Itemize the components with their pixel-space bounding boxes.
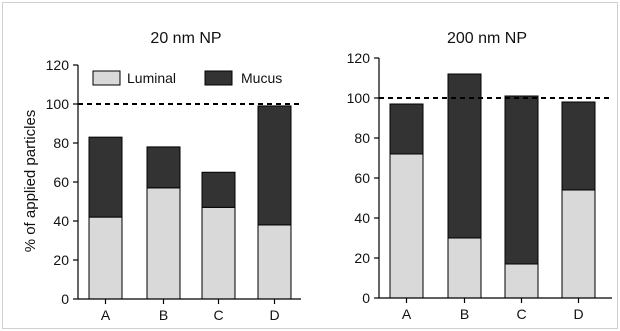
y-axis-label-1: % of applied particles: [22, 110, 39, 253]
bar-luminal-d: [257, 224, 292, 300]
bar-mucus-b: [146, 146, 181, 189]
y-tick-label: 80: [53, 135, 69, 151]
x-tick-label-b: B: [159, 307, 168, 323]
bar-mucus-d: [561, 101, 596, 191]
y-tick-label: 40: [354, 210, 370, 226]
x-tick-label-c: C: [213, 307, 223, 323]
x-tick-label-d: D: [573, 306, 583, 322]
x-tick-label-b: B: [460, 306, 469, 322]
bar-luminal-b: [447, 237, 482, 299]
bar-luminal-d: [561, 189, 596, 299]
y-tick-label: 0: [61, 291, 69, 307]
x-tick-label-a: A: [402, 306, 412, 322]
bar-luminal-b: [146, 187, 181, 300]
y-tick-label: 20: [53, 252, 69, 268]
y-tick-label: 0: [362, 290, 370, 306]
bar-luminal-a: [88, 216, 123, 300]
bar-luminal-c: [201, 206, 236, 300]
chart-panel-2: 200 nm NP 0 20 40 60 80 100 120 A B C D: [347, 30, 612, 322]
plot-area-2: 0 20 40 60 80 100 120 A B C D: [347, 50, 612, 322]
x-tick-label-a: A: [101, 307, 111, 323]
x-tick-label-c: C: [516, 306, 526, 322]
y-tick-label: 40: [53, 213, 69, 229]
bar-mucus-a: [88, 136, 123, 218]
legend-label-mucus: Mucus: [241, 70, 282, 86]
bar-mucus-a: [389, 103, 424, 155]
chart-title-2: 200 nm NP: [447, 30, 527, 47]
y-tick-label: 80: [354, 130, 370, 146]
bar-mucus-c: [201, 171, 236, 208]
chart-panel-1: 20 nm NP % of applied particles 0 20 40 60 8…: [22, 30, 301, 323]
legend: Luminal Mucus: [92, 70, 282, 86]
bar-mucus-c: [504, 95, 539, 265]
y-tick-label: 120: [347, 50, 371, 66]
plot-area-1: 0 20 40 60 80 100 120 A B C D: [46, 57, 301, 323]
bar-luminal-c: [504, 263, 539, 299]
bar-mucus-b: [447, 73, 482, 239]
y-tick-label: 100: [46, 96, 70, 112]
y-tick-label: 20: [354, 250, 370, 266]
chart-title-1: 20 nm NP: [150, 30, 221, 47]
y-tick-label: 120: [46, 57, 70, 73]
legend-swatch-luminal: [92, 70, 121, 86]
bar-luminal-a: [389, 153, 424, 299]
legend-swatch-mucus: [204, 70, 233, 86]
y-tick-label: 60: [354, 170, 370, 186]
y-tick-label: 100: [347, 90, 371, 106]
y-tick-label: 60: [53, 174, 69, 190]
legend-label-luminal: Luminal: [127, 70, 176, 86]
x-tick-label-d: D: [269, 307, 279, 323]
bar-mucus-d: [257, 105, 292, 226]
